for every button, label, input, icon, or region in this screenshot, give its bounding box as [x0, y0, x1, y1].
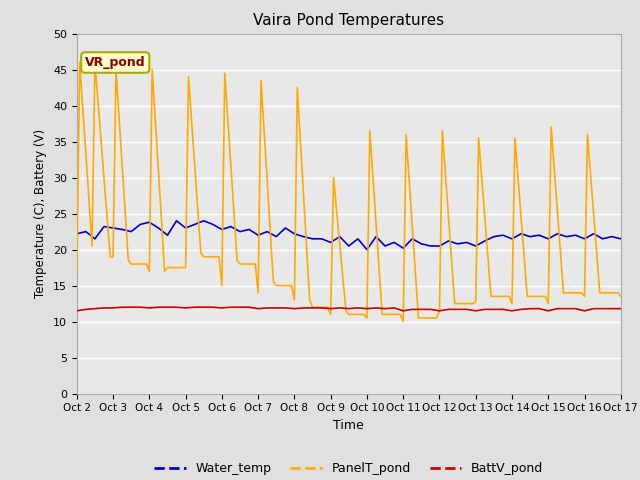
X-axis label: Time: Time — [333, 419, 364, 432]
Title: Vaira Pond Temperatures: Vaira Pond Temperatures — [253, 13, 444, 28]
Legend: Water_temp, PanelT_pond, BattV_pond: Water_temp, PanelT_pond, BattV_pond — [149, 457, 548, 480]
Text: VR_pond: VR_pond — [85, 56, 145, 69]
Y-axis label: Temperature (C), Battery (V): Temperature (C), Battery (V) — [35, 129, 47, 298]
